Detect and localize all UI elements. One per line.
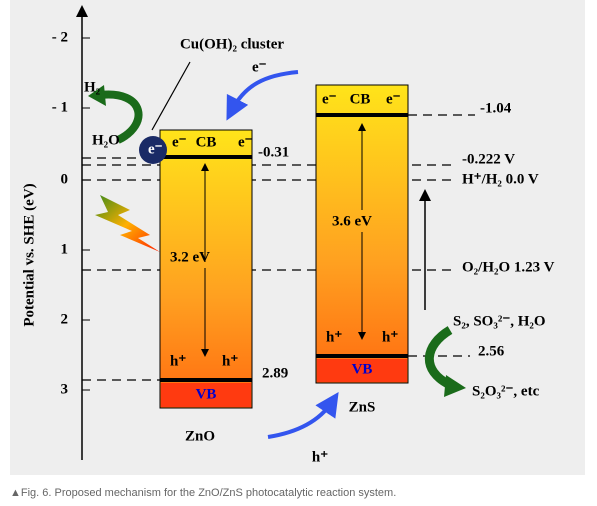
zno-box bbox=[159, 129, 253, 409]
zns-vb-region bbox=[317, 359, 407, 382]
cb-label: CB bbox=[196, 134, 217, 150]
green-arrow-head bbox=[88, 85, 106, 106]
electron-transfer-label: e⁻ bbox=[252, 59, 267, 75]
products: S₂O₃²⁻, etc bbox=[472, 383, 540, 399]
gap-label: 3.6 eV bbox=[332, 213, 372, 229]
electron: e⁻ bbox=[386, 91, 401, 107]
zno-vb-region bbox=[161, 383, 251, 407]
hole: h⁺ bbox=[326, 329, 342, 345]
level-label: O₂/H₂O 1.23 V bbox=[462, 259, 555, 275]
green-arrow-head bbox=[444, 375, 466, 397]
h2o-label: H₂O bbox=[92, 132, 120, 148]
potential: -1.04 bbox=[480, 100, 512, 116]
h2-label: H₂ bbox=[84, 79, 101, 95]
level-label: H⁺/H₂ 0.0 V bbox=[462, 171, 539, 187]
tick-label: 0 bbox=[61, 171, 69, 187]
level-label: -0.222 V bbox=[462, 151, 515, 167]
tick-label: 1 bbox=[61, 241, 69, 257]
potential: 2.89 bbox=[262, 365, 288, 381]
hole: h⁺ bbox=[222, 353, 238, 369]
tick-label: 2 bbox=[61, 311, 69, 327]
vb-label: VB bbox=[196, 386, 217, 402]
hole: h⁺ bbox=[382, 329, 398, 345]
electron: e⁻ bbox=[238, 134, 253, 150]
light bbox=[95, 195, 160, 252]
cluster-electron: e⁻ bbox=[148, 141, 163, 157]
hole-transfer-label: h⁺ bbox=[312, 449, 328, 465]
cb-label: CB bbox=[350, 91, 371, 107]
potential: 2.56 bbox=[478, 343, 505, 359]
green-arrow bbox=[424, 326, 453, 390]
electron: e⁻ bbox=[172, 134, 187, 150]
vb-label: VB bbox=[352, 361, 373, 377]
zns-label: ZnS bbox=[349, 399, 376, 415]
green-arrow bbox=[99, 90, 143, 144]
gap-label: 3.2 eV bbox=[170, 249, 210, 265]
tick-label: 3 bbox=[61, 381, 69, 397]
zno-label: ZnO bbox=[185, 428, 215, 444]
tick-label: - 1 bbox=[52, 99, 68, 115]
axis-label: Potential vs. SHE (eV) bbox=[21, 183, 37, 326]
electron-transfer bbox=[226, 70, 299, 121]
cluster-label: Cu(OH)₂ cluster bbox=[180, 36, 284, 52]
electron: e⁻ bbox=[322, 91, 337, 107]
hole: h⁺ bbox=[170, 353, 186, 369]
tick-label: - 2 bbox=[52, 29, 68, 45]
caption: ▲Fig. 6. Proposed mechanism for the ZnO/… bbox=[10, 487, 396, 499]
potential: -0.31 bbox=[258, 144, 289, 160]
hole-transfer bbox=[267, 392, 339, 439]
cluster bbox=[139, 136, 167, 164]
panel bbox=[10, 0, 585, 475]
pointer bbox=[151, 61, 191, 131]
reactants: S₂, SO₃²⁻, H₂O bbox=[453, 313, 546, 329]
